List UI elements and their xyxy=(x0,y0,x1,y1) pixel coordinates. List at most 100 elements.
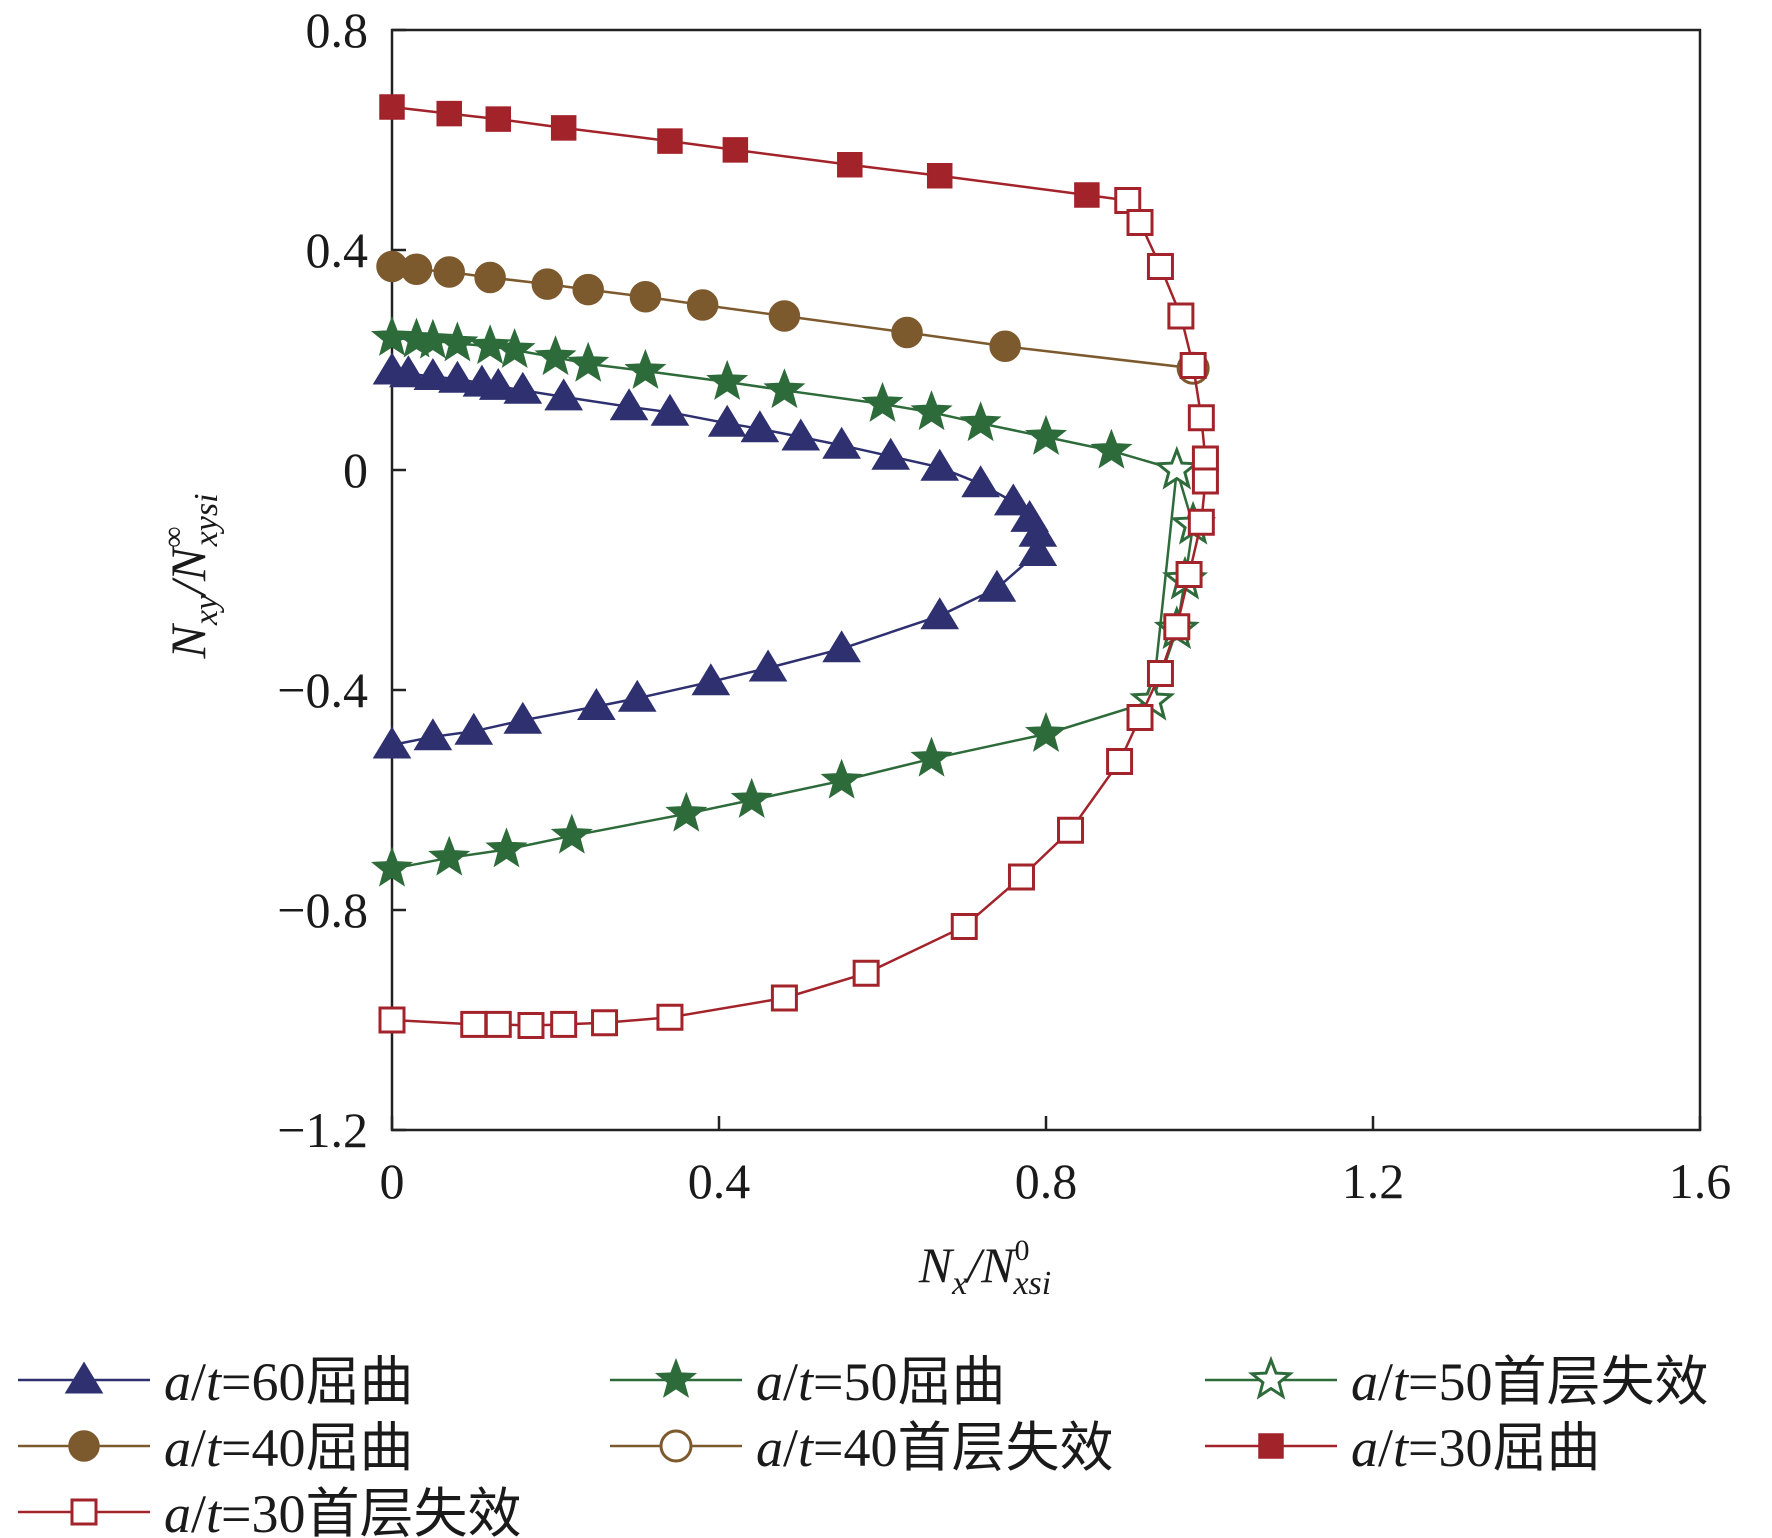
x-axis-ticks: 0 0.4 0.8 1.2 1.6 xyxy=(380,1116,1731,1209)
y-tick-label: 0 xyxy=(343,442,368,498)
data-point xyxy=(1163,613,1191,641)
data-point xyxy=(478,367,518,400)
data-point xyxy=(822,630,861,663)
legend-label: a/t=60屈曲 xyxy=(164,1352,414,1412)
legend-label: a/t=40屈曲 xyxy=(164,1418,414,1478)
data-point xyxy=(656,1003,684,1031)
legend-item: a/t=60屈曲 xyxy=(18,1352,414,1412)
legend-item: a/t=50屈曲 xyxy=(610,1352,1006,1412)
data-point xyxy=(550,813,593,854)
data-point xyxy=(438,360,477,393)
legend-item: a/t=30屈曲 xyxy=(1205,1418,1601,1478)
legend-item: a/t=50首层失效 xyxy=(1205,1352,1709,1412)
data-point xyxy=(389,355,428,388)
data-point xyxy=(910,390,953,431)
data-point xyxy=(837,152,863,178)
data-point xyxy=(871,437,911,470)
data-point xyxy=(861,381,904,422)
data-point xyxy=(436,321,479,362)
data-point xyxy=(1187,404,1215,432)
data-point xyxy=(411,318,454,359)
data-point xyxy=(961,465,1000,498)
data-point xyxy=(977,569,1017,602)
data-point xyxy=(1024,711,1068,752)
data-point xyxy=(629,281,662,313)
series-1-a-t-50- xyxy=(370,315,1198,887)
data-point xyxy=(1153,445,1200,490)
data-point xyxy=(428,835,471,876)
data-point xyxy=(591,1009,619,1037)
data-point xyxy=(748,649,788,682)
series-line xyxy=(391,199,1207,1027)
x-tick-label: 0 xyxy=(380,1153,405,1209)
legend-marker xyxy=(659,1429,693,1463)
data-point xyxy=(1126,704,1154,731)
data-point xyxy=(534,335,577,376)
series-5-a-t-30- xyxy=(379,94,1141,214)
data-point xyxy=(665,791,708,832)
data-point xyxy=(1057,816,1085,844)
data-point xyxy=(433,256,465,288)
data-point xyxy=(503,371,543,404)
data-point xyxy=(531,268,564,300)
data-point xyxy=(1175,561,1203,588)
data-point xyxy=(617,679,657,712)
data-point xyxy=(989,330,1021,362)
data-point xyxy=(1191,467,1219,495)
data-point xyxy=(1146,660,1174,687)
data-point xyxy=(1126,209,1154,236)
legend-label: a/t=40首层失效 xyxy=(756,1418,1114,1478)
data-point xyxy=(926,163,953,189)
data-point xyxy=(485,106,512,132)
data-point xyxy=(400,253,433,285)
plot-frame xyxy=(390,28,1702,1132)
series-3-a-t-40- xyxy=(376,250,1209,384)
series-layer xyxy=(370,94,1219,1039)
y-axis-title: Nxy/N∞xysi xyxy=(157,493,225,659)
data-point xyxy=(1024,414,1068,455)
data-point xyxy=(624,348,667,389)
data-point xyxy=(550,115,577,141)
data-point xyxy=(577,688,616,720)
legend-item: a/t=40屈曲 xyxy=(18,1418,414,1478)
series-6-a-t-30- xyxy=(378,187,1219,1039)
data-point xyxy=(413,358,453,390)
x-tick-label: 1.2 xyxy=(1342,1153,1405,1209)
data-point xyxy=(413,718,453,751)
legend: a/t=60屈曲 a/t=50屈曲 a/t=50首层失效 a/t=40屈曲 a/t=40… xyxy=(18,1352,1709,1538)
data-point xyxy=(770,984,798,1012)
x-tick-label: 0.4 xyxy=(688,1153,751,1209)
data-point xyxy=(763,368,806,409)
legend-marker xyxy=(70,1498,98,1526)
data-point xyxy=(657,128,683,154)
data-point xyxy=(950,913,978,940)
y-tick-label: −0.8 xyxy=(277,882,368,938)
y-tick-label: −0.4 xyxy=(277,662,368,718)
legend-item: a/t=30首层失效 xyxy=(18,1484,522,1538)
data-point xyxy=(707,404,747,437)
data-point xyxy=(1090,428,1133,469)
data-point xyxy=(370,846,414,887)
data-point xyxy=(454,712,494,745)
data-point xyxy=(722,137,749,163)
data-point xyxy=(474,261,506,294)
data-point xyxy=(910,736,953,777)
data-point xyxy=(768,300,801,332)
data-point xyxy=(781,418,821,451)
x-tick-label: 0.8 xyxy=(1015,1153,1078,1209)
data-point xyxy=(484,1010,512,1038)
series-line xyxy=(391,336,1179,871)
legend-label: a/t=50屈曲 xyxy=(756,1352,1006,1412)
data-point xyxy=(572,273,604,306)
data-point xyxy=(460,1010,488,1038)
plot-border xyxy=(390,28,1702,1132)
data-point xyxy=(1191,445,1219,473)
data-point xyxy=(891,316,923,349)
data-point xyxy=(1179,352,1207,379)
data-point xyxy=(609,388,649,421)
data-point xyxy=(469,324,512,365)
x-axis-title: Nx/N0 xsi xyxy=(918,1234,1051,1302)
data-point xyxy=(1187,508,1215,536)
data-point xyxy=(852,959,880,987)
